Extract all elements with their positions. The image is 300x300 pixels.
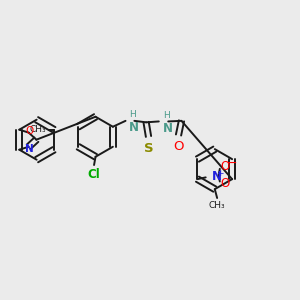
Text: O: O <box>220 160 230 173</box>
Text: N: N <box>25 144 33 154</box>
Text: −: − <box>226 157 237 170</box>
Text: N: N <box>163 122 173 135</box>
Text: N: N <box>212 170 222 183</box>
Text: O: O <box>173 140 184 153</box>
Text: O: O <box>220 177 230 190</box>
Text: N: N <box>129 122 139 134</box>
Text: S: S <box>144 142 153 155</box>
Text: Cl: Cl <box>88 168 100 181</box>
Text: CH₃: CH₃ <box>29 125 46 134</box>
Text: O: O <box>25 126 33 136</box>
Text: +: + <box>216 169 224 178</box>
Text: H: H <box>163 111 170 120</box>
Text: CH₃: CH₃ <box>209 201 225 210</box>
Text: H: H <box>129 110 136 119</box>
